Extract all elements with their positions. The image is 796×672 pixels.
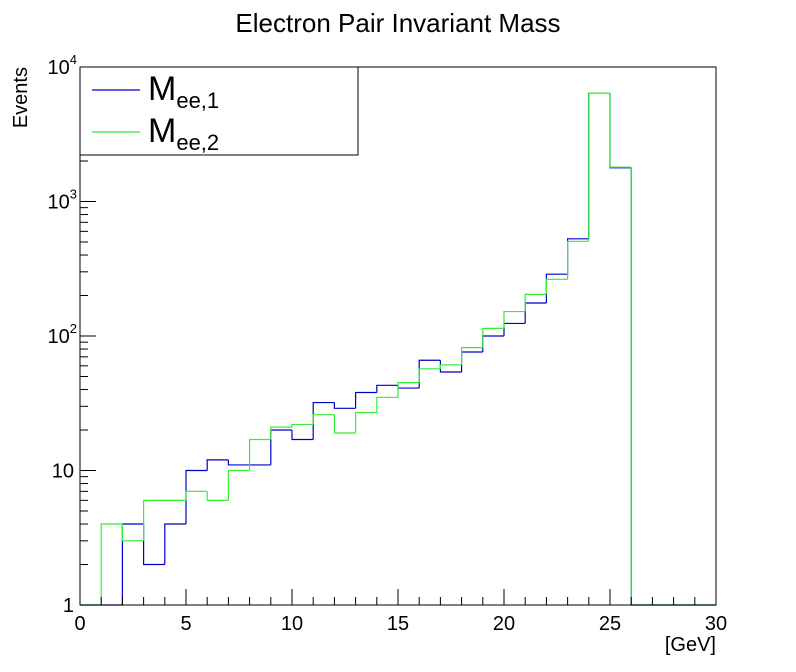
y-axis-label: Events	[10, 67, 32, 128]
histogram-bin-2-23	[567, 240, 589, 280]
histogram-bin-1-25	[609, 93, 632, 169]
x-tick-label: 25	[599, 613, 621, 635]
histogram-bin-2-16	[418, 368, 441, 383]
histogram-bin-2-18	[461, 346, 483, 365]
legend-label-1: Mee,1	[148, 70, 219, 113]
y-tick-label: 10	[52, 461, 74, 483]
histogram-bin-1-23	[567, 238, 589, 275]
histogram-bin-1-11	[312, 401, 335, 440]
histogram-bin-1-21	[524, 302, 547, 324]
histogram-bin-2-10	[291, 423, 314, 428]
histogram-bin-1-5	[185, 469, 208, 525]
y-tick-label: 102	[48, 321, 77, 348]
x-axis-label: [GeV]	[665, 634, 716, 656]
histogram-bin-1-16	[418, 359, 441, 389]
histogram-bin-2-7	[227, 469, 250, 501]
histogram-bin-1-19	[482, 335, 504, 353]
histogram-bin-2-1	[100, 523, 123, 605]
histogram-bin-2-3	[143, 499, 165, 541]
histogram-bin-1-18	[461, 351, 483, 372]
histogram-bin-2-6	[206, 491, 229, 501]
histogram-bin-1-12	[333, 402, 356, 409]
histogram-bin-2-20	[503, 310, 526, 329]
histogram-bin-2-8	[249, 438, 271, 471]
histogram-bin-1-4	[164, 523, 186, 565]
y-tick-label: 103	[48, 187, 77, 214]
series-1	[80, 92, 716, 606]
histogram-bin-2-17	[439, 364, 462, 369]
histogram-bin-2-19	[482, 327, 504, 348]
histogram-bin-2-26	[630, 167, 653, 606]
x-tick-label: 5	[180, 613, 191, 635]
histogram-bin-2-15	[397, 382, 420, 398]
legend-box	[79, 66, 359, 156]
histogram-bin-1-3	[143, 524, 165, 566]
x-tick-label: 0	[74, 613, 85, 635]
histogram-bin-1-6	[206, 459, 229, 471]
histogram-bin-2-21	[524, 293, 547, 312]
histogram-bin-2-13	[355, 411, 377, 434]
histogram-bin-1-9	[270, 429, 292, 465]
series-2	[80, 92, 716, 606]
histogram-bin-1-7	[227, 459, 250, 466]
histogram-bin-1-10	[291, 430, 314, 441]
histogram-bin-1-24	[588, 92, 610, 239]
histogram-bin-1-15	[397, 385, 420, 389]
x-tick-label: 20	[493, 613, 515, 635]
histogram-bin-1-17	[439, 360, 462, 373]
histogram-bin-2-14	[376, 396, 398, 413]
y-tick-label: 104	[48, 52, 77, 79]
x-tick-label: 10	[281, 613, 303, 635]
histogram-bin-1-26	[630, 167, 653, 606]
histogram-bin-1-22	[545, 273, 568, 303]
histogram-bin-2-5	[185, 490, 208, 501]
histogram-bin-2-25	[609, 93, 632, 168]
histogram-bin-1-14	[376, 384, 398, 393]
x-tick-label: 30	[705, 613, 727, 635]
histogram-bin-2-9	[270, 426, 292, 440]
histogram-bin-1-20	[503, 322, 526, 336]
axis-tick-labels: 0 5 10 15 20 25 30 1 10 102 103 104	[48, 52, 728, 635]
y-tick-label: 1	[63, 595, 74, 617]
histogram-bin-2-2	[121, 524, 144, 542]
histogram-bin-2-24	[588, 92, 610, 242]
histogram-bin-2-11	[312, 414, 335, 425]
chart-title: Electron Pair Invariant Mass	[235, 8, 560, 38]
histogram-bin-2-12	[333, 414, 356, 434]
histogram-bin-1-13	[355, 391, 377, 409]
histogram-bin-2-22	[545, 278, 568, 295]
legend-label-2: Mee,2	[148, 112, 219, 155]
histogram-series-group	[80, 92, 716, 606]
x-tick-label: 15	[387, 613, 409, 635]
histogram-bin-1-2	[121, 523, 144, 605]
